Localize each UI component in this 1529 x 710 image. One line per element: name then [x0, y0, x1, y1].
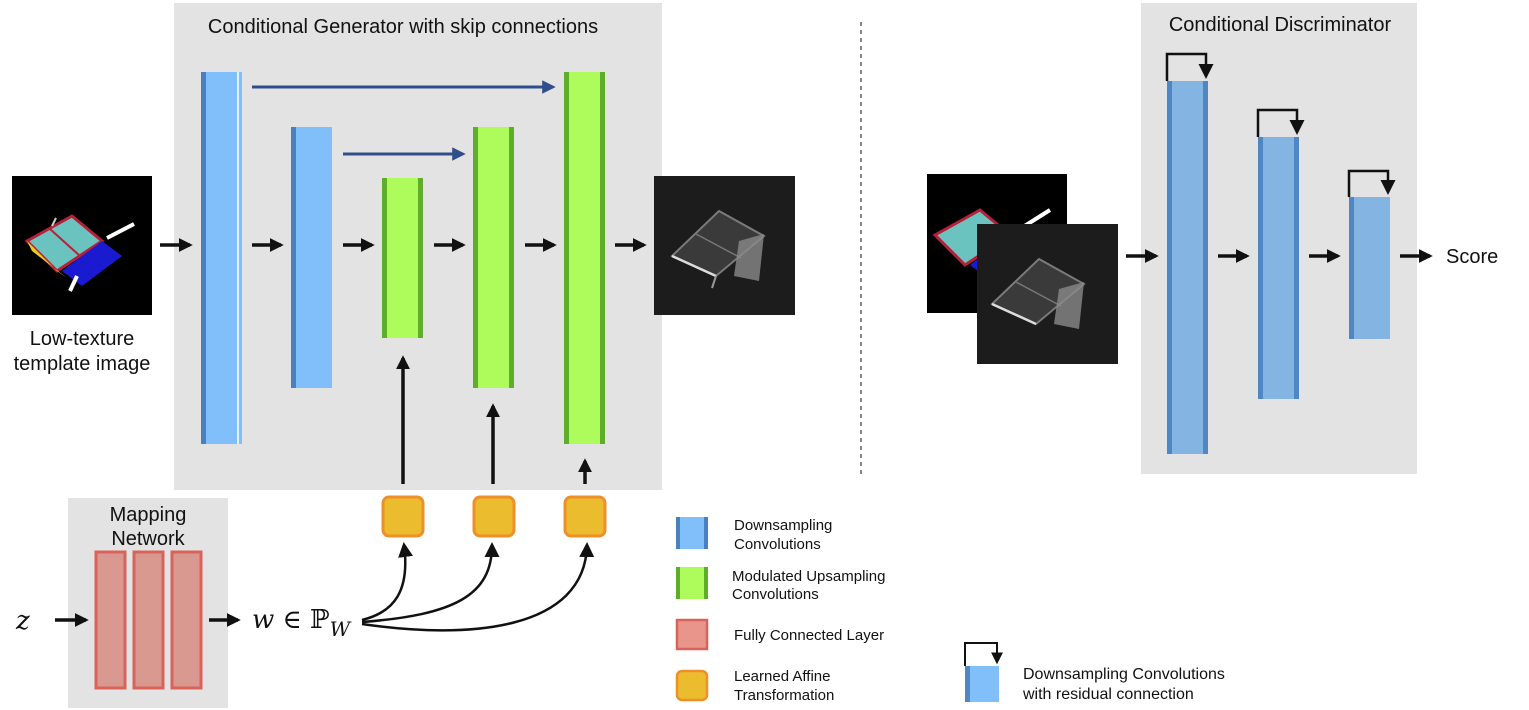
w-set-symbol: ∈ ℙ [274, 605, 329, 635]
generator-title: Conditional Generator with skip connecti… [208, 16, 598, 38]
style-injection-arrows [396, 355, 592, 484]
legend-residual-line2: with residual connection [1022, 686, 1194, 703]
affine-box-3 [563, 495, 607, 538]
affine-box-2 [472, 495, 516, 538]
legend-residual-line1: Downsampling Convolutions [1023, 666, 1225, 683]
legend: Downsampling Convolutions Modulated Upsa… [675, 517, 1225, 704]
discriminator-block-3 [1347, 169, 1396, 339]
discriminator-generated-image [977, 224, 1118, 364]
template-image-label-line2: template image [14, 353, 151, 375]
w-space-label: w ∈ ℙW [252, 605, 352, 641]
affine-boxes [381, 495, 607, 538]
generator-up-block-2 [473, 127, 514, 388]
generator-up-block-1 [382, 178, 423, 338]
fc-layer-3 [170, 550, 203, 690]
fully-connected-layers [94, 550, 203, 690]
template-image-label-line1: Low-texture [30, 328, 135, 350]
score-label: Score [1446, 246, 1498, 268]
w-subscript: W [330, 617, 352, 641]
legend-affine-line2: Transformation [734, 687, 834, 704]
legend-affine-line1: Learned Affine [734, 668, 830, 685]
generator-down-block-2 [291, 127, 332, 388]
legend-upsampling-line2: Convolutions [732, 586, 819, 603]
mapping-title-line2: Network [111, 528, 185, 550]
w-distribution-arrows [361, 542, 595, 632]
fc-layer-2 [132, 550, 165, 690]
legend-downsampling-line2: Convolutions [734, 536, 821, 553]
legend-downsampling-line1: Downsampling [734, 517, 832, 534]
fc-layer-1 [94, 550, 127, 690]
discriminator-block-1 [1165, 52, 1214, 454]
generator-up-block-3 [564, 72, 605, 444]
generator-down-block-1 [201, 72, 242, 444]
legend-downsampling: Downsampling Convolutions [676, 517, 832, 553]
latent-z: z [15, 606, 30, 636]
affine-box-1 [381, 495, 425, 538]
legend-residual: Downsampling Convolutions with residual … [964, 642, 1225, 703]
template-image [12, 176, 152, 315]
discriminator-title: Conditional Discriminator [1169, 14, 1392, 36]
generated-image [654, 176, 795, 315]
w-symbol: w [252, 605, 274, 635]
discriminator-block-2 [1256, 108, 1305, 399]
mapping-title-line1: Mapping [110, 504, 187, 526]
legend-affine: Learned Affine Transformation [675, 668, 834, 704]
legend-upsampling-line1: Modulated Upsampling [732, 568, 885, 585]
legend-upsampling: Modulated Upsampling Convolutions [676, 567, 885, 603]
legend-fully-connected: Fully Connected Layer [675, 618, 884, 651]
legend-fully-connected-label: Fully Connected Layer [734, 627, 884, 644]
